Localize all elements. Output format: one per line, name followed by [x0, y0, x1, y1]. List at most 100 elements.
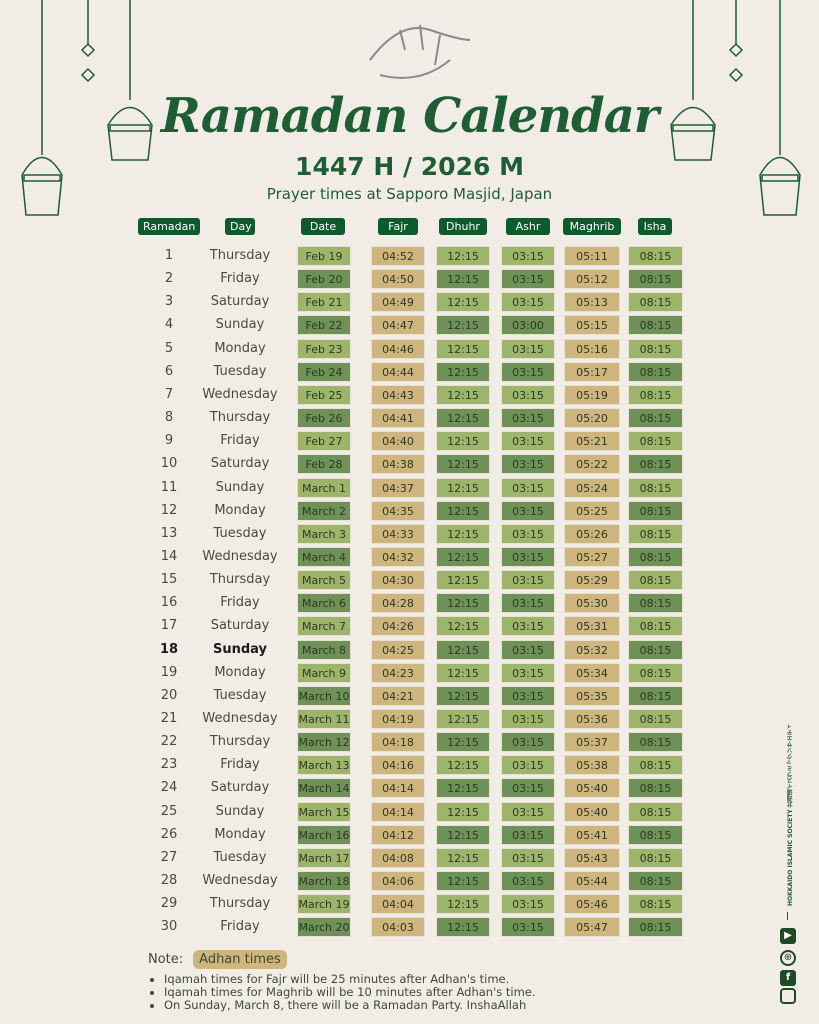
table-row: 9 Friday Feb 27 04:40 12:15 03:15 05:21 08:15 — [0, 431, 819, 452]
cell-ramadan: 10 — [160, 456, 178, 472]
cell-dhuhr: 12:15 — [436, 454, 490, 475]
globe-icon[interactable]: ⊕ — [780, 950, 796, 966]
facebook-icon[interactable]: f — [780, 970, 796, 986]
cell-dhuhr: 12:15 — [436, 824, 490, 845]
cell-date: March 17 — [297, 847, 351, 868]
cell-isha: 08:15 — [628, 824, 683, 845]
cell-maghrib: 05:31 — [564, 616, 620, 637]
organization-name: HOKKAIDO ISLAMIC SOCIETY 北海道イスラミックソサエティ — [787, 723, 794, 906]
cell-ramadan: 21 — [160, 711, 178, 726]
table-row: 15 Thursday March 5 04:30 12:15 03:15 05:29 08:… — [0, 570, 819, 591]
cell-fajr: 04:18 — [371, 732, 425, 753]
cell-ashr: 03:15 — [501, 454, 555, 475]
table-row: 10 Saturday Feb 28 04:38 12:15 03:15 05:22 08:1… — [0, 454, 819, 475]
cell-maghrib: 05:47 — [564, 917, 620, 938]
cell-maghrib: 05:13 — [564, 292, 620, 313]
cell-date: March 8 — [297, 639, 351, 660]
cell-ashr: 03:15 — [501, 616, 555, 637]
table-row: 6 Tuesday Feb 24 04:44 12:15 03:15 05:17 08:15 — [0, 361, 819, 382]
cell-ashr: 03:15 — [501, 847, 555, 868]
cell-ramadan: 8 — [164, 410, 174, 426]
cell-date: Feb 26 — [297, 408, 351, 429]
cell-isha: 08:15 — [628, 755, 683, 776]
cell-isha: 08:15 — [628, 384, 683, 405]
cell-maghrib: 05:36 — [564, 709, 620, 729]
cell-day: Monday — [214, 826, 266, 842]
table-row: 20 Tuesday March 10 04:21 12:15 03:15 05:35 08:… — [0, 685, 819, 706]
cell-fajr: 04:30 — [371, 570, 425, 591]
instagram-icon[interactable] — [780, 988, 796, 1004]
cell-date: Feb 27 — [297, 431, 351, 452]
cell-day: Friday — [220, 919, 260, 935]
cell-date: March 18 — [297, 871, 351, 892]
table-row: 18 Sunday March 8 04:25 12:15 03:15 05:32 08:15 — [0, 639, 819, 660]
cell-maghrib: 05:40 — [564, 778, 620, 799]
cell-maghrib: 05:26 — [564, 523, 620, 544]
cell-fajr: 04:41 — [371, 408, 425, 429]
cell-day: Sunday — [215, 479, 265, 495]
cell-ashr: 03:15 — [501, 246, 555, 266]
cell-ashr: 03:15 — [501, 778, 555, 799]
cell-date: March 10 — [297, 685, 351, 706]
cell-ramadan: 25 — [160, 803, 178, 819]
youtube-icon[interactable]: ▶ — [780, 928, 796, 944]
cell-ramadan: 13 — [160, 525, 178, 541]
cell-day: Thursday — [209, 572, 271, 588]
cell-dhuhr: 12:15 — [436, 593, 490, 614]
cell-fajr: 04:44 — [371, 361, 425, 382]
cell-dhuhr: 12:15 — [436, 894, 490, 915]
cell-date: March 5 — [297, 570, 351, 591]
cell-date: Feb 24 — [297, 361, 351, 382]
cell-ashr: 03:15 — [501, 685, 555, 706]
column-header-fajr: Fajr — [378, 218, 418, 235]
cell-dhuhr: 12:15 — [436, 639, 490, 660]
cell-ramadan: 12 — [160, 502, 178, 518]
cell-ramadan: 5 — [164, 340, 174, 356]
cell-date: Feb 21 — [297, 292, 351, 313]
notes-list: Iqamah times for Fajr will be 25 minutes… — [150, 973, 536, 1012]
cell-isha: 08:15 — [628, 431, 683, 452]
table-row: 4 Sunday Feb 22 04:47 12:15 03:00 05:15 08:15 — [0, 315, 819, 336]
cell-ramadan: 24 — [160, 780, 178, 796]
cell-day: Monday — [214, 502, 266, 518]
cell-ashr: 03:15 — [501, 709, 555, 729]
cell-dhuhr: 12:15 — [436, 616, 490, 637]
cell-ashr: 03:15 — [501, 292, 555, 313]
cell-day: Sunday — [215, 317, 265, 333]
cell-isha: 08:15 — [628, 847, 683, 868]
cell-fajr: 04:52 — [371, 246, 425, 266]
table-row: 22 Thursday March 12 04:18 12:15 03:15 05:37 08… — [0, 732, 819, 753]
cell-isha: 08:15 — [628, 593, 683, 614]
cell-maghrib: 05:21 — [564, 431, 620, 452]
cell-isha: 08:15 — [628, 269, 683, 290]
cell-isha: 08:15 — [628, 639, 683, 660]
cell-ramadan: 6 — [164, 363, 174, 379]
cell-date: March 7 — [297, 616, 351, 637]
cell-ashr: 03:15 — [501, 894, 555, 915]
column-header-maghrib: Maghrib — [563, 218, 621, 235]
table-row: 12 Monday March 2 04:35 12:15 03:15 05:25 08:15 — [0, 500, 819, 521]
cell-ramadan: 3 — [164, 294, 174, 310]
cell-maghrib: 05:35 — [564, 685, 620, 706]
cell-isha: 08:15 — [628, 246, 683, 266]
cell-date: March 9 — [297, 662, 351, 683]
cell-isha: 08:15 — [628, 732, 683, 753]
cell-maghrib: 05:29 — [564, 570, 620, 591]
cell-day: Saturday — [210, 780, 270, 796]
cell-ashr: 03:15 — [501, 408, 555, 429]
cell-ramadan: 11 — [160, 479, 178, 495]
cell-isha: 08:15 — [628, 477, 683, 498]
cell-isha: 08:15 — [628, 570, 683, 591]
cell-date: March 16 — [297, 824, 351, 845]
cell-dhuhr: 12:15 — [436, 662, 490, 683]
cell-day: Tuesday — [213, 687, 267, 703]
cell-date: Feb 23 — [297, 338, 351, 359]
cell-dhuhr: 12:15 — [436, 847, 490, 868]
cell-day: Wednesday — [202, 711, 278, 726]
cell-fajr: 04:19 — [371, 709, 425, 729]
cell-fajr: 04:37 — [371, 477, 425, 498]
cell-fajr: 04:06 — [371, 871, 425, 892]
cell-day: Wednesday — [202, 386, 278, 402]
cell-dhuhr: 12:15 — [436, 570, 490, 591]
cell-ramadan: 18 — [159, 641, 179, 657]
